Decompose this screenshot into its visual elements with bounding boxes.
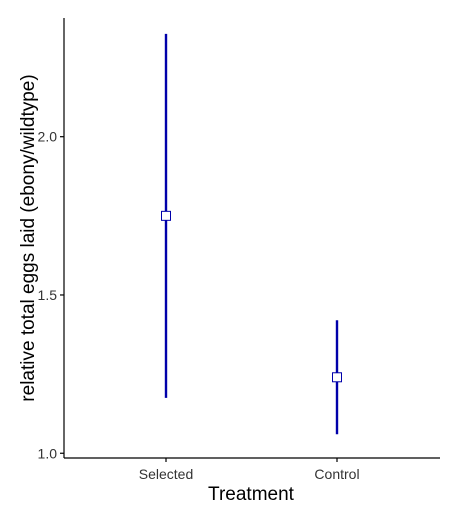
- x-tick-label: Control: [314, 466, 359, 482]
- x-ticks: Selected Control: [139, 458, 360, 482]
- plot-marks: [161, 33, 342, 435]
- point-marker-control: [332, 372, 342, 383]
- y-tick-label: 2.0: [38, 129, 58, 145]
- y-axis-title: relative total eggs laid (ebony/wildtype…: [18, 74, 39, 401]
- y-tick-label: 1.0: [38, 445, 58, 461]
- y-tick-label: 1.5: [38, 287, 58, 303]
- x-tick-label: Selected: [139, 466, 193, 482]
- y-ticks: 1.0 1.5 2.0: [38, 129, 64, 461]
- x-axis-title: Treatment: [208, 484, 295, 505]
- point-marker-selected: [161, 210, 171, 221]
